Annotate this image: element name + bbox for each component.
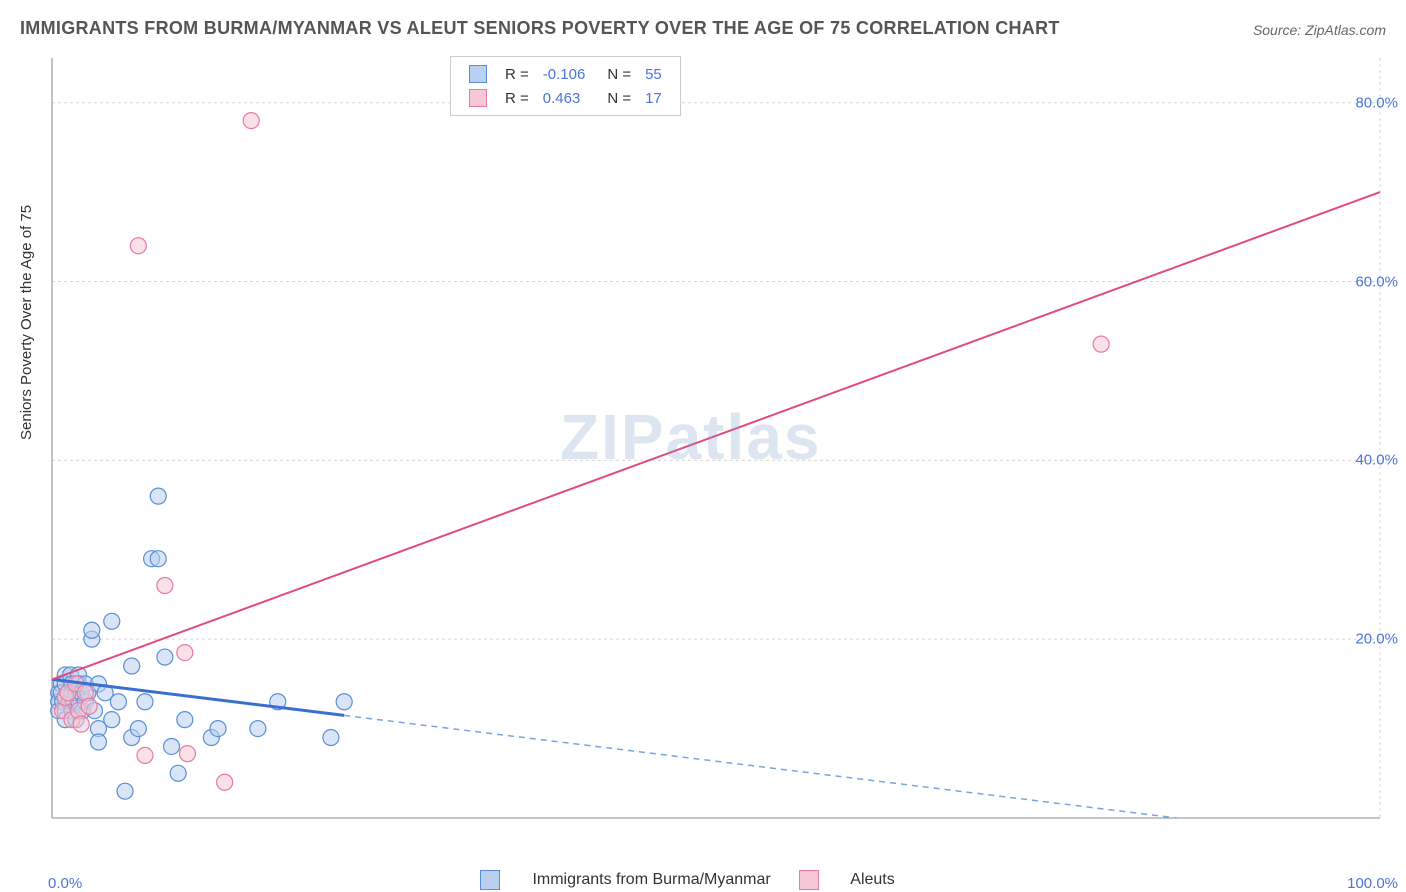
legend-item: Aleuts (799, 871, 895, 888)
correlation-chart (0, 0, 1406, 892)
x-tick-min: 0.0% (48, 875, 82, 892)
y-tick: 80.0% (1355, 94, 1398, 111)
legend-series: Immigrants from Burma/Myanmar Aleuts (480, 870, 923, 890)
y-tick: 60.0% (1355, 273, 1398, 290)
legend-stats: R =-0.106N =55R =0.463N =17 (450, 56, 681, 116)
y-tick: 40.0% (1355, 452, 1398, 469)
y-tick: 20.0% (1355, 631, 1398, 648)
x-tick-max: 100.0% (1347, 875, 1398, 892)
legend-item: Immigrants from Burma/Myanmar (480, 871, 771, 888)
